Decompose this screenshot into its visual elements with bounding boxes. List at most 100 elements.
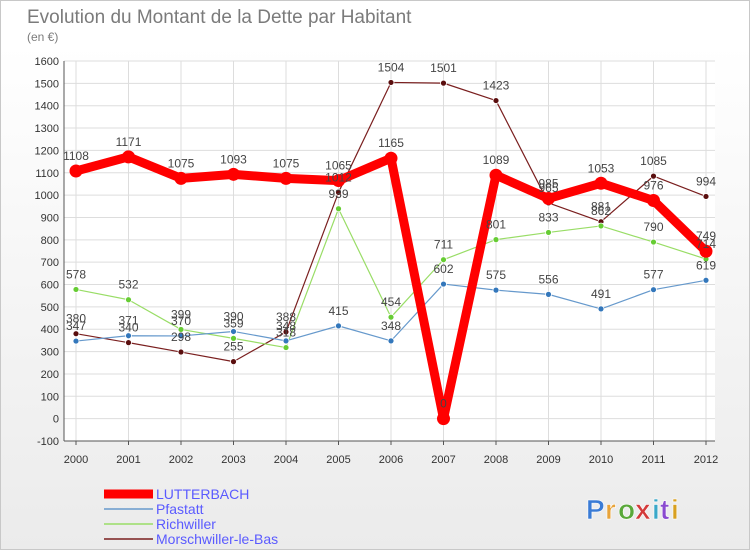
logo-letter: o <box>618 494 635 525</box>
axes: -100 0 100 200 300 400 500 600 700 800 900 1000 1100… <box>35 56 719 466</box>
data-point-lutterbach <box>227 167 240 181</box>
data-point-lutterbach <box>699 244 713 258</box>
data-label-pfastatt: 491 <box>591 287 611 301</box>
data-label-pfastatt: 577 <box>643 268 663 282</box>
data-label-pfastatt: 415 <box>328 304 348 318</box>
data-label-morschwiller-le-bas: 994 <box>696 174 716 188</box>
data-point-pfastatt <box>72 337 80 345</box>
data-point-morschwiller-le-bas <box>230 358 237 366</box>
data-label-pfastatt: 348 <box>276 319 296 333</box>
data-point-morschwiller-le-bas <box>72 330 80 338</box>
data-point-morschwiller-le-bas <box>702 193 710 200</box>
data-label-morschwiller-le-bas: 1085 <box>640 154 667 168</box>
x-tick-label: 2008 <box>484 454 508 466</box>
legend: LUTTERBACHPfastattRichwillerMorschwiller… <box>104 486 278 547</box>
data-label-morschwiller-le-bas: 1423 <box>483 79 510 93</box>
data-point-morschwiller-le-bas <box>440 79 447 87</box>
data-point-richwiller <box>440 256 447 264</box>
data-point-pfastatt <box>440 280 447 288</box>
data-point-richwiller <box>335 205 342 213</box>
x-tick-label: 2004 <box>274 454 298 466</box>
data-point-richwiller <box>387 313 395 321</box>
data-label-morschwiller-le-bas: 1504 <box>378 60 405 74</box>
data-point-richwiller <box>230 334 237 342</box>
x-tick-label: 2006 <box>379 454 403 466</box>
data-point-lutterbach <box>174 171 188 185</box>
data-label-lutterbach: 1053 <box>588 161 615 175</box>
data-point-richwiller <box>492 236 500 244</box>
logo-letter: x <box>635 494 651 525</box>
y-tick-label: 900 <box>41 212 59 224</box>
plot-area <box>64 61 715 441</box>
data-label-richwiller: 711 <box>434 238 453 252</box>
data-label-richwiller: 318 <box>276 326 296 340</box>
data-point-morschwiller-le-bas <box>177 348 185 356</box>
data-label-morschwiller-le-bas: 1501 <box>430 61 457 75</box>
data-label-lutterbach: 1165 <box>378 136 404 150</box>
data-label-lutterbach: 1075 <box>168 156 195 170</box>
data-label-morschwiller-le-bas: 298 <box>171 330 191 344</box>
data-label-pfastatt: 602 <box>433 262 453 276</box>
data-label-richwiller: 399 <box>171 307 191 321</box>
series-layer <box>69 79 713 426</box>
y-tick-label: 1400 <box>35 101 59 113</box>
data-point-pfastatt <box>335 322 342 330</box>
x-tick-label: 2010 <box>589 454 613 466</box>
data-label-richwiller: 532 <box>118 278 138 292</box>
data-label-richwiller: 359 <box>223 316 243 330</box>
y-tick-label: 300 <box>41 347 59 359</box>
data-point-pfastatt <box>597 305 605 313</box>
x-tick-label: 2002 <box>169 454 193 466</box>
data-point-lutterbach <box>122 150 135 164</box>
y-tick-label: 200 <box>41 369 59 381</box>
data-point-lutterbach <box>542 191 555 205</box>
data-label-pfastatt: 347 <box>66 319 86 333</box>
data-point-lutterbach <box>332 174 345 188</box>
data-point-richwiller <box>545 229 552 236</box>
data-point-lutterbach <box>279 171 293 185</box>
data-label-lutterbach: 1065 <box>325 159 352 173</box>
data-point-morschwiller-le-bas <box>282 328 290 336</box>
data-point-lutterbach <box>69 164 83 178</box>
data-label-richwiller: 833 <box>538 210 558 224</box>
y-tick-label: 800 <box>41 235 59 247</box>
y-tick-label: 1200 <box>35 145 59 157</box>
data-label-morschwiller-le-bas: 1012 <box>325 170 352 184</box>
data-point-lutterbach <box>489 168 503 182</box>
chart-title: Evolution du Montant de la Dette par Hab… <box>27 7 412 28</box>
x-tick-label: 2003 <box>221 454 245 466</box>
data-label-lutterbach: 1089 <box>483 153 510 167</box>
data-point-lutterbach <box>384 151 398 165</box>
data-label-lutterbach: 1093 <box>220 152 247 166</box>
y-tick-label: 700 <box>41 257 59 269</box>
y-tick-label: 0 <box>53 414 59 426</box>
data-point-pfastatt <box>230 328 237 335</box>
data-label-richwiller: 862 <box>591 204 611 218</box>
data-label-morschwiller-le-bas: 881 <box>591 200 611 214</box>
data-point-richwiller <box>282 344 290 351</box>
legend-label: LUTTERBACH <box>156 486 249 502</box>
logo-letter: i <box>671 494 679 525</box>
data-point-pfastatt <box>177 332 185 340</box>
data-point-pfastatt <box>492 286 500 294</box>
data-point-pfastatt <box>545 290 552 298</box>
data-label-richwiller: 454 <box>381 295 401 309</box>
logo-letter: i <box>652 494 660 525</box>
data-point-lutterbach <box>594 176 608 190</box>
data-label-richwiller: 801 <box>486 218 506 232</box>
y-tick-label: 500 <box>41 302 59 314</box>
data-point-pfastatt <box>125 332 132 340</box>
x-tick-label: 2005 <box>326 454 350 466</box>
data-point-lutterbach <box>437 412 450 426</box>
data-point-richwiller <box>125 296 132 304</box>
y-tick-label: 1500 <box>35 78 59 90</box>
data-point-pfastatt <box>702 276 710 284</box>
data-point-morschwiller-le-bas <box>650 172 657 180</box>
data-label-lutterbach: 985 <box>538 176 558 190</box>
data-label-lutterbach: 1075 <box>273 156 300 170</box>
data-point-richwiller <box>597 222 605 230</box>
data-label-lutterbach: 1108 <box>63 149 89 163</box>
data-point-pfastatt <box>282 337 290 345</box>
